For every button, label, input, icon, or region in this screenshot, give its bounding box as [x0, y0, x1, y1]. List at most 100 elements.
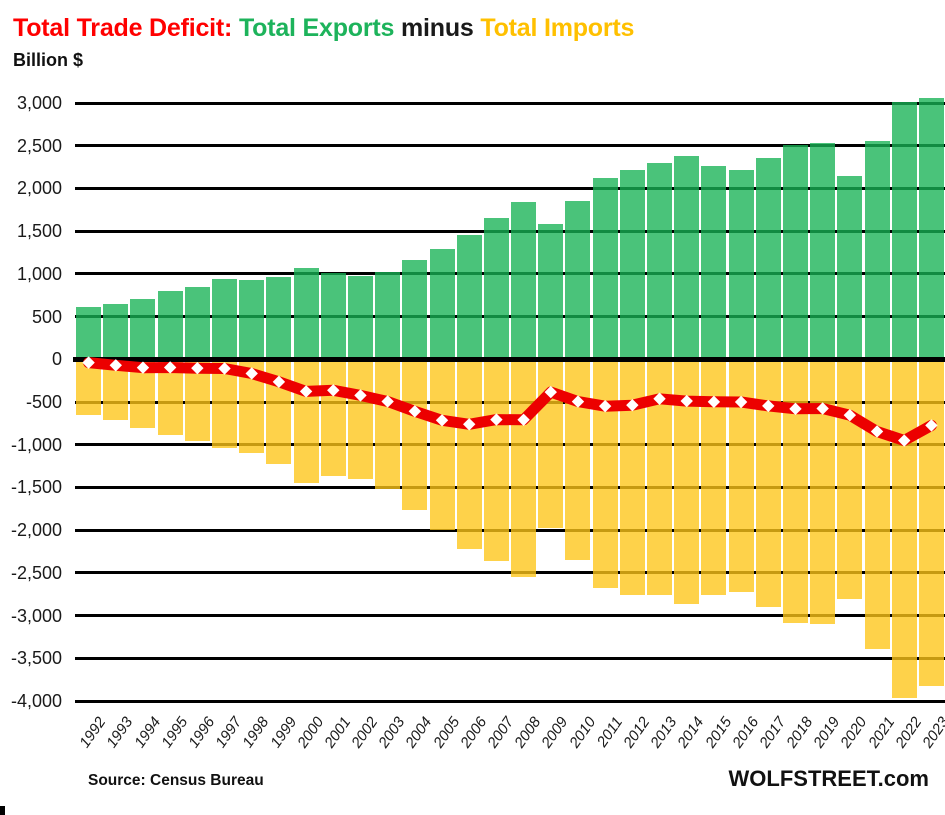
- gridline: [75, 229, 945, 233]
- export-bar: [701, 165, 727, 360]
- diamond-marker: [653, 392, 666, 405]
- diamond-marker: [109, 359, 122, 372]
- diamond-marker: [571, 395, 585, 408]
- import-bar: [592, 359, 618, 588]
- gridline: [75, 656, 945, 660]
- diamond-marker: [272, 375, 286, 389]
- y-axis-tick-label: -1,500: [10, 477, 62, 498]
- export-bar: [864, 141, 890, 360]
- export-bar: [239, 279, 265, 360]
- diamond-marker: [789, 402, 802, 416]
- corner-artifact: [0, 806, 5, 815]
- diamond-marker: [435, 414, 449, 427]
- brand-label: WOLFSTREET.com: [728, 766, 929, 791]
- diamond-marker: [517, 413, 530, 426]
- export-bar: [619, 169, 645, 360]
- diamond-marker: [734, 395, 748, 409]
- diamond-marker: [163, 361, 177, 374]
- title-minus-part: minus: [400, 14, 474, 42]
- gridline: [75, 485, 945, 489]
- import-bar: [918, 359, 944, 687]
- gridline: [75, 186, 945, 190]
- y-axis-unit-label: Billion $: [13, 50, 84, 70]
- diamond-marker: [598, 399, 612, 413]
- import-bar: [864, 359, 890, 650]
- gridline: [75, 315, 945, 319]
- diamond-marker: [816, 402, 829, 415]
- export-bar: [565, 201, 591, 360]
- import-bar: [320, 359, 346, 477]
- gridline: [75, 144, 945, 148]
- gridline: [75, 443, 945, 447]
- import-bar: [456, 359, 482, 549]
- export-bar: [592, 177, 618, 360]
- export-bar: [266, 276, 292, 360]
- y-axis-tick-label: -2,500: [10, 562, 62, 583]
- export-bar: [483, 218, 509, 360]
- export-bar: [810, 143, 836, 360]
- diamond-marker: [381, 395, 394, 408]
- export-bar: [184, 286, 210, 360]
- diamond-marker: [925, 419, 938, 432]
- import-bar: [375, 359, 401, 489]
- y-axis-tick-label: -4,000: [10, 691, 62, 711]
- gridline: [75, 614, 945, 618]
- gridline: [75, 528, 945, 532]
- gridline: [75, 699, 945, 703]
- y-axis-tick-label: 1,500: [16, 221, 62, 242]
- chart-title: Total Trade Deficit: Total Exports minus…: [13, 14, 634, 43]
- diamond-marker: [245, 367, 258, 380]
- export-bar: [647, 163, 673, 360]
- title-deficit-part: Total Trade Deficit:: [13, 14, 233, 42]
- diamond-marker: [870, 425, 884, 438]
- y-axis-tick-label: 500: [31, 306, 62, 327]
- export-bar: [375, 272, 401, 360]
- export-bar: [429, 249, 455, 360]
- deficit-line: [83, 357, 937, 446]
- import-bar: [293, 359, 319, 484]
- export-bar: [891, 101, 917, 360]
- export-bar: [918, 98, 944, 360]
- diamond-marker: [898, 434, 911, 447]
- import-bar: [891, 359, 917, 698]
- diamond-marker: [626, 398, 639, 412]
- export-bar: [674, 156, 700, 360]
- diamond-marker: [680, 394, 693, 408]
- source-label: Source: Census Bureau: [88, 772, 264, 789]
- diamond-marker: [136, 361, 150, 374]
- export-bar: [293, 267, 319, 360]
- gridline: [75, 571, 945, 575]
- diamond-marker: [191, 361, 204, 375]
- y-axis-tick-label: 3,000: [16, 93, 62, 113]
- y-axis-tick-label: -3,500: [10, 648, 62, 669]
- export-bar: [456, 234, 482, 360]
- import-bar: [565, 359, 591, 560]
- export-bar: [76, 306, 102, 360]
- export-bar: [402, 260, 428, 360]
- import-bar: [402, 359, 428, 511]
- y-axis-tick-label: -3,000: [10, 605, 62, 626]
- diamond-marker: [463, 418, 476, 431]
- y-axis-tick-label: 0: [51, 349, 62, 370]
- title-imports-part: Total Imports: [480, 14, 635, 42]
- export-bar: [728, 169, 754, 360]
- diamond-marker: [408, 405, 422, 418]
- export-bar: [782, 144, 808, 360]
- export-bar: [347, 275, 373, 360]
- import-bar: [837, 359, 863, 599]
- export-bar: [538, 223, 564, 360]
- y-axis-tick-label: -1,000: [10, 434, 62, 455]
- export-bar: [157, 291, 183, 360]
- export-bar: [755, 157, 781, 360]
- export-bar: [212, 279, 238, 360]
- export-bar: [320, 273, 346, 360]
- gridline: [75, 101, 945, 105]
- zero-axis-line: [73, 356, 945, 362]
- y-axis-tick-label: -2,000: [10, 520, 62, 541]
- import-bar: [429, 359, 455, 531]
- export-bar: [837, 175, 863, 360]
- diamond-marker: [707, 395, 721, 409]
- y-axis-tick-label: 2,500: [16, 135, 62, 156]
- diamond-marker: [490, 413, 503, 426]
